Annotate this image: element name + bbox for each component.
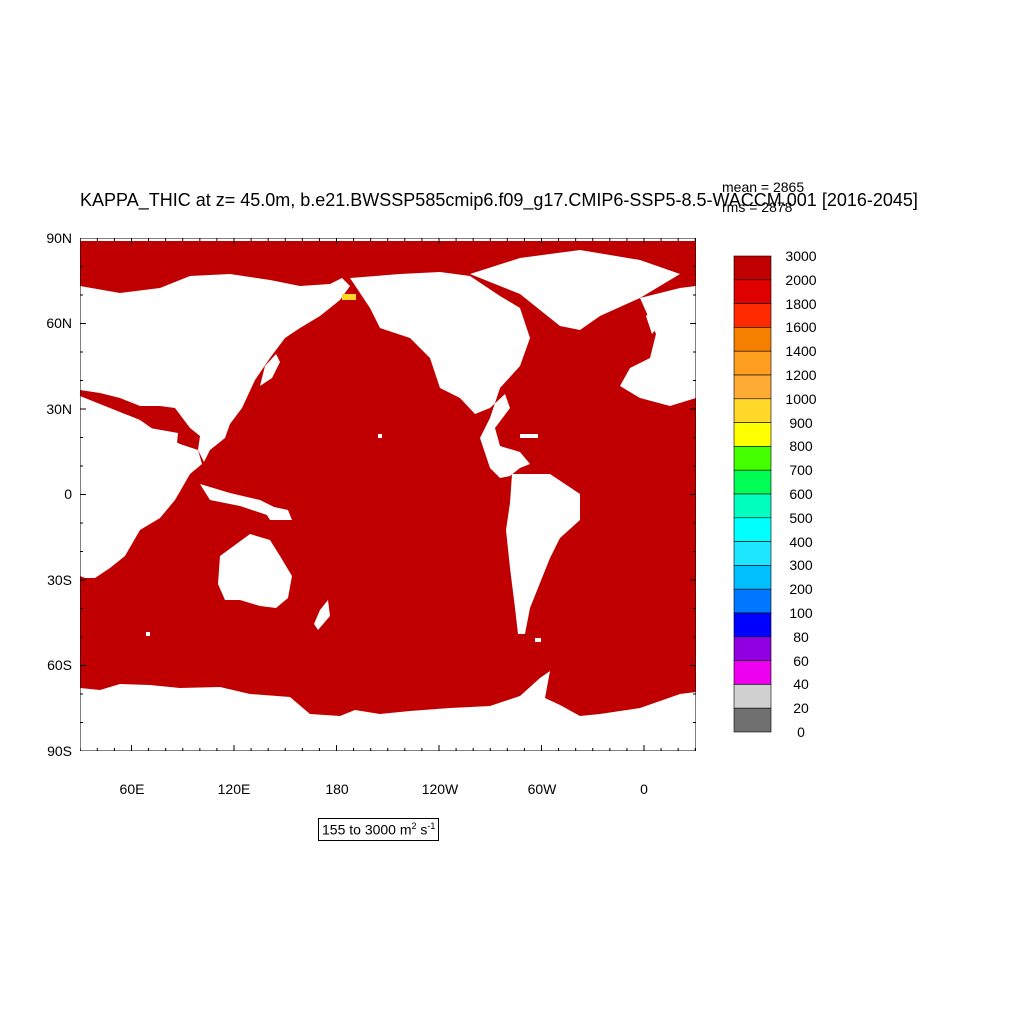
arabia bbox=[100, 406, 150, 458]
greenland bbox=[470, 250, 680, 330]
colorbar-box bbox=[733, 565, 772, 590]
colorbar-label: 900 bbox=[789, 414, 813, 431]
falklands bbox=[535, 638, 541, 642]
colorbar-label: 40 bbox=[793, 676, 809, 693]
colorbar-label: 1200 bbox=[785, 367, 817, 383]
colorbar-box bbox=[733, 541, 772, 566]
new-guinea bbox=[260, 504, 292, 520]
indonesia bbox=[200, 484, 280, 516]
colorbar-label: 1400 bbox=[785, 343, 817, 360]
cuba bbox=[520, 434, 538, 438]
rms-stat: rms = 2878 bbox=[722, 199, 793, 215]
new-zealand bbox=[314, 600, 330, 630]
colorbar-label: 1800 bbox=[785, 295, 817, 312]
europe bbox=[620, 286, 696, 406]
lon-label-60w: 60W bbox=[527, 781, 557, 797]
units-label: 155 to 3000 m2 s-1 bbox=[318, 818, 440, 841]
mean-stat: mean = 2865 bbox=[722, 179, 805, 195]
australia bbox=[218, 534, 292, 608]
colorbar-box bbox=[733, 398, 772, 423]
colorbar-label: 500 bbox=[789, 509, 813, 526]
colorbar-box bbox=[733, 612, 772, 638]
bering-patch bbox=[342, 294, 356, 300]
colorbar-label: 60 bbox=[793, 652, 809, 669]
hawaii bbox=[378, 434, 382, 438]
units-mid: s bbox=[416, 821, 428, 838]
colorbar-box bbox=[733, 684, 772, 709]
colorbar-box bbox=[733, 279, 772, 304]
colorbar-label: 100 bbox=[789, 605, 813, 621]
madagascar bbox=[106, 520, 120, 550]
colorbar-box bbox=[733, 493, 772, 519]
colorbar-label: 600 bbox=[789, 486, 813, 502]
colorbar-label: 80 bbox=[793, 628, 809, 645]
lon-label-120w: 120W bbox=[421, 781, 459, 797]
colorbar-box bbox=[733, 327, 772, 352]
colorbar-box bbox=[733, 255, 772, 281]
colorbar-box bbox=[733, 660, 772, 685]
units-sup2: -1 bbox=[427, 821, 436, 831]
colorbar-box bbox=[733, 303, 772, 328]
colorbar-label: 3000 bbox=[785, 248, 817, 264]
colorbar-label: 2000 bbox=[785, 271, 817, 288]
colorbar-label: 1000 bbox=[785, 390, 817, 407]
lat-label-90n: 90N bbox=[46, 230, 72, 246]
eurasia bbox=[80, 274, 350, 462]
lon-label-180: 180 bbox=[325, 781, 349, 797]
colorbar-label: 200 bbox=[789, 581, 813, 598]
lat-label-90s: 90S bbox=[47, 743, 72, 759]
colorbar-label: 1600 bbox=[785, 319, 817, 336]
colorbar-box bbox=[733, 588, 772, 614]
land-mask bbox=[80, 238, 696, 751]
map-title: KAPPA_THIC at z= 45.0m, b.e21.BWSSP585cm… bbox=[80, 190, 918, 210]
colorbar-box bbox=[733, 374, 772, 400]
colorbar-label: 400 bbox=[789, 533, 813, 550]
south-america bbox=[506, 474, 580, 634]
colorbar-label: 300 bbox=[789, 557, 813, 574]
india bbox=[150, 428, 178, 474]
north-america bbox=[350, 272, 530, 478]
units-sup1: 2 bbox=[411, 821, 417, 831]
colorbar-box bbox=[733, 707, 772, 733]
world-map bbox=[79, 237, 697, 763]
colorbar-box bbox=[733, 469, 772, 495]
colorbar-box bbox=[733, 422, 772, 447]
lat-label-0: 0 bbox=[64, 486, 72, 502]
colorbar-label: 0 bbox=[797, 724, 805, 740]
lon-label-60e: 60E bbox=[119, 781, 145, 797]
colorbar-box bbox=[733, 517, 772, 542]
colorbar-box bbox=[733, 636, 772, 661]
lat-label-60n: 60N bbox=[46, 315, 72, 331]
units-prefix: 155 to 3000 m bbox=[322, 821, 412, 838]
lon-label-0: 0 bbox=[640, 781, 648, 797]
colorbar-box bbox=[733, 350, 772, 376]
colorbar-box bbox=[733, 446, 772, 471]
colorbar-label: 20 bbox=[793, 700, 809, 717]
map-panel bbox=[79, 237, 697, 763]
antarctica bbox=[80, 671, 696, 751]
kerguelen bbox=[146, 632, 150, 636]
lat-label-30s: 30S bbox=[47, 572, 72, 588]
japan bbox=[260, 354, 280, 386]
lon-label-120e: 120E bbox=[217, 781, 251, 797]
colorbar bbox=[733, 255, 772, 733]
colorbar-label: 800 bbox=[789, 438, 813, 455]
lat-label-60s: 60S bbox=[47, 657, 72, 673]
lat-label-30n: 30N bbox=[46, 401, 72, 417]
colorbar-label: 700 bbox=[789, 462, 813, 479]
uk bbox=[646, 308, 660, 334]
